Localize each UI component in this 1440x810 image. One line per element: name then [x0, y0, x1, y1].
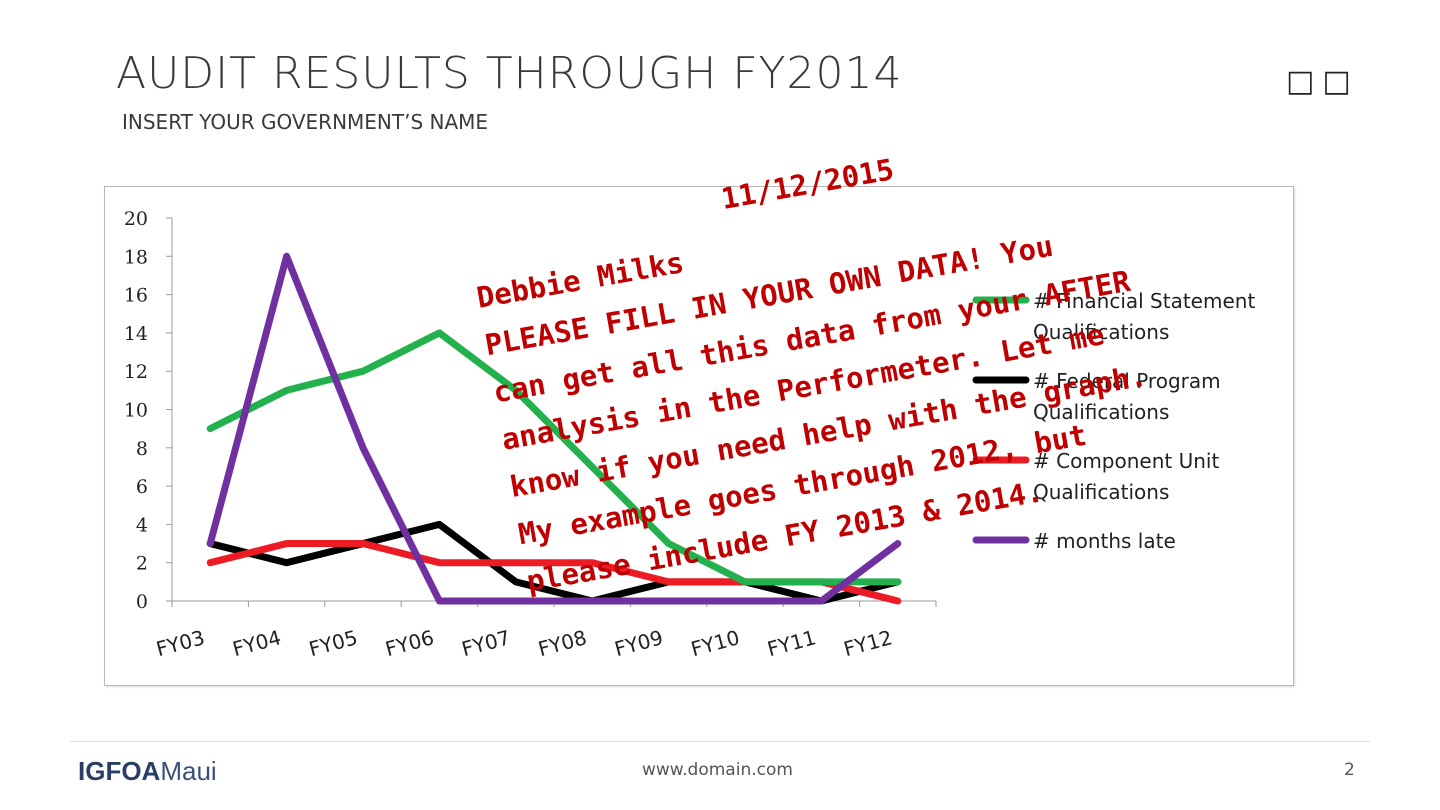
overlay-note-line: 11/12/2015	[719, 152, 897, 216]
footer-divider	[70, 741, 1370, 742]
chart-series	[206, 252, 902, 605]
slide-subtitle: INSERT YOUR GOVERNMENT’S NAME	[122, 110, 489, 134]
y-tick-label: 16	[124, 285, 148, 307]
page-number: 2	[1344, 760, 1355, 780]
x-tick-label: FY03	[154, 625, 208, 661]
corner-glyphs: □□	[1286, 64, 1359, 99]
series-line	[206, 520, 902, 605]
x-tick-label: FY05	[306, 625, 360, 661]
logo-strong: IGFOA	[78, 756, 161, 786]
y-tick-label: 10	[124, 400, 148, 422]
y-tick-label: 12	[124, 361, 148, 383]
y-tick-label: 8	[136, 438, 148, 460]
legend-label: Qualifications	[1033, 400, 1169, 424]
legend-label: Qualifications	[1033, 320, 1169, 344]
legend-label: # Federal Program	[1033, 369, 1221, 393]
x-tick-label: FY06	[383, 625, 437, 661]
footer-url[interactable]: www.domain.com	[642, 760, 793, 780]
y-tick-label: 0	[136, 591, 148, 613]
legend-label: # months late	[1033, 529, 1176, 553]
chart-legend: # Financial Statement Qualifications # Fed…	[972, 289, 1255, 553]
y-tick-label: 14	[124, 323, 148, 345]
slide-title: AUDIT RESULTS THROUGH FY2014	[116, 48, 903, 99]
x-tick-label: FY10	[688, 625, 742, 661]
footer-logo: IGFOAMaui	[78, 756, 217, 787]
legend-label: # Financial Statement	[1033, 289, 1255, 313]
series-line	[206, 252, 902, 605]
logo-light: Maui	[160, 756, 217, 786]
chart-axes: 0 2 4 6 8 10 12 14 16 18 20 FY03 FY04 FY05 FY06 FY07 FY0…	[124, 208, 937, 661]
y-tick-label: 20	[124, 208, 148, 230]
series-line	[206, 329, 902, 586]
y-tick-label: 4	[136, 514, 148, 536]
x-tick-label: FY07	[459, 625, 513, 661]
x-tick-label: FY09	[612, 625, 666, 661]
legend-label: # Component Unit	[1033, 449, 1219, 473]
x-tick-label: FY08	[536, 625, 590, 661]
x-tick-label: FY04	[230, 625, 284, 661]
legend-label: Qualifications	[1033, 480, 1169, 504]
y-tick-label: 2	[136, 553, 148, 575]
y-tick-label: 18	[124, 246, 148, 268]
x-tick-label: FY11	[765, 625, 819, 661]
y-tick-label: 6	[136, 476, 148, 498]
x-tick-label: FY12	[841, 625, 895, 661]
